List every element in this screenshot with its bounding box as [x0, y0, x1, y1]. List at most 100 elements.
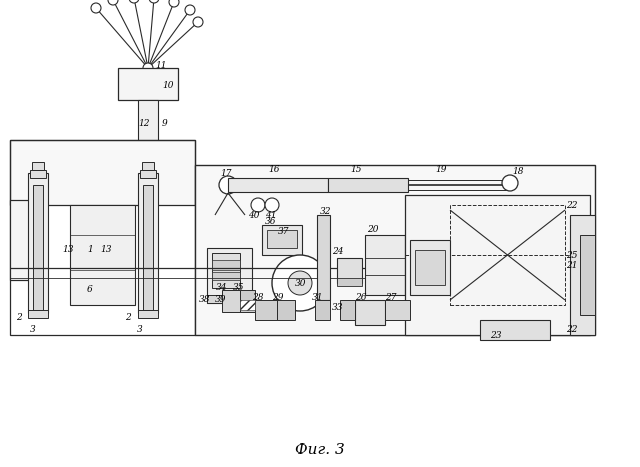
Bar [430, 262, 450, 284]
Text: 40: 40 [248, 211, 259, 219]
Text: 19: 19 [435, 165, 447, 175]
Bar [480, 320, 550, 340]
Text: 6: 6 [87, 285, 93, 295]
Bar [30, 170, 46, 178]
Bar [415, 250, 445, 285]
Text: 20: 20 [367, 226, 378, 234]
Text: 12: 12 [138, 119, 150, 127]
Text: 3: 3 [137, 325, 143, 334]
Text: 1: 1 [87, 246, 93, 255]
Bar [138, 310, 158, 318]
Text: 33: 33 [332, 304, 344, 312]
Circle shape [265, 198, 279, 212]
Bar [580, 235, 595, 315]
Circle shape [129, 0, 139, 3]
Text: 29: 29 [272, 293, 284, 303]
Bar [195, 165, 595, 335]
Bar [227, 293, 242, 303]
Circle shape [143, 63, 153, 73]
Text: 3: 3 [30, 325, 36, 334]
Bar [138, 173, 158, 313]
Bar [337, 258, 362, 283]
Text: 9: 9 [162, 119, 168, 127]
Bar [10, 200, 35, 280]
Bar [255, 300, 277, 320]
Circle shape [91, 3, 101, 13]
Text: 13: 13 [62, 246, 74, 255]
Bar [240, 290, 255, 312]
Bar [365, 235, 405, 295]
Bar [212, 272, 240, 280]
Bar [143, 185, 153, 310]
Text: 2: 2 [16, 313, 22, 323]
Bar [28, 310, 48, 318]
Bar [240, 300, 255, 310]
Bar [207, 248, 252, 303]
Bar [138, 100, 158, 168]
Bar [70, 205, 135, 305]
Bar [222, 290, 240, 312]
Bar [340, 300, 355, 320]
Bar [450, 205, 565, 305]
Bar [328, 178, 408, 192]
Circle shape [251, 198, 265, 212]
Text: 15: 15 [350, 165, 362, 175]
Text: 39: 39 [215, 296, 227, 304]
Bar [28, 173, 48, 313]
Circle shape [193, 17, 203, 27]
Text: 23: 23 [490, 331, 502, 340]
Text: 22: 22 [566, 200, 577, 210]
Text: 34: 34 [216, 283, 227, 292]
Bar [118, 68, 178, 100]
Bar [32, 162, 44, 170]
Bar [10, 200, 35, 280]
Circle shape [169, 0, 179, 7]
Bar [262, 225, 302, 255]
Bar [355, 300, 385, 325]
Text: 30: 30 [295, 278, 307, 288]
Bar [410, 240, 450, 295]
Text: 36: 36 [265, 218, 276, 226]
Bar [212, 253, 240, 288]
Text: 16: 16 [268, 165, 280, 175]
Bar [405, 195, 590, 335]
Bar [317, 215, 330, 300]
Text: 26: 26 [355, 293, 367, 303]
Circle shape [219, 176, 237, 194]
Bar [142, 162, 154, 170]
Circle shape [108, 0, 118, 5]
Text: 10: 10 [162, 82, 173, 91]
Text: 27: 27 [385, 293, 397, 303]
Bar [315, 300, 330, 320]
Circle shape [149, 0, 159, 3]
Bar [337, 278, 362, 286]
Text: 22: 22 [566, 325, 577, 334]
Text: 25: 25 [566, 250, 577, 260]
Bar [140, 170, 156, 178]
Circle shape [272, 255, 328, 311]
Text: 2: 2 [125, 313, 131, 323]
Bar [228, 178, 328, 192]
Text: 24: 24 [332, 248, 344, 256]
Bar [370, 262, 405, 284]
Bar [267, 230, 297, 248]
Text: 18: 18 [512, 168, 524, 177]
Bar [277, 300, 295, 320]
Bar [570, 215, 595, 335]
Circle shape [502, 175, 518, 191]
Circle shape [185, 5, 195, 15]
Text: 21: 21 [566, 261, 577, 269]
Bar [33, 185, 43, 310]
Text: 35: 35 [233, 283, 244, 292]
Text: 32: 32 [320, 207, 332, 217]
Text: 13: 13 [100, 246, 111, 255]
Text: 17: 17 [220, 169, 232, 177]
Text: 11: 11 [155, 62, 166, 71]
Bar [385, 300, 410, 320]
Bar [207, 295, 227, 303]
Circle shape [288, 271, 312, 295]
Text: 28: 28 [252, 293, 264, 303]
Text: 37: 37 [278, 227, 289, 236]
Text: 41: 41 [265, 211, 276, 219]
Text: Фиг. 3: Фиг. 3 [295, 443, 345, 457]
